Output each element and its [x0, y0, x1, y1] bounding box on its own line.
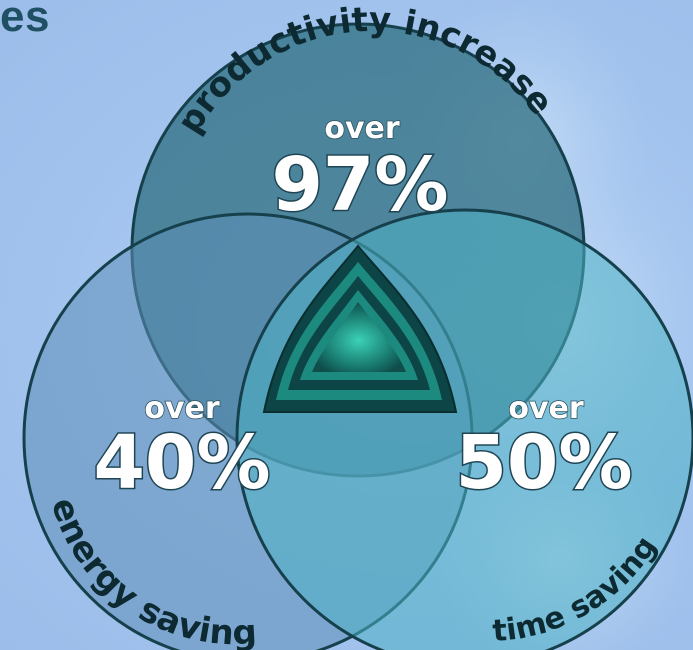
prefix-left: over — [144, 391, 220, 426]
value-energy: 40% — [93, 420, 270, 506]
value-productivity: 97% — [271, 142, 448, 228]
center-ornament — [262, 244, 458, 413]
prefix-top: over — [324, 111, 400, 146]
value-time: 50% — [455, 420, 632, 506]
prefix-right: over — [508, 391, 584, 426]
slide-title-fragment: es — [0, 0, 50, 41]
